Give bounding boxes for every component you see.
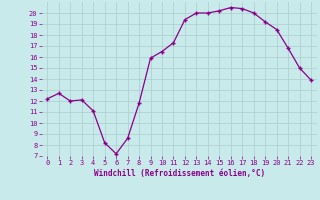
X-axis label: Windchill (Refroidissement éolien,°C): Windchill (Refroidissement éolien,°C) bbox=[94, 169, 265, 178]
